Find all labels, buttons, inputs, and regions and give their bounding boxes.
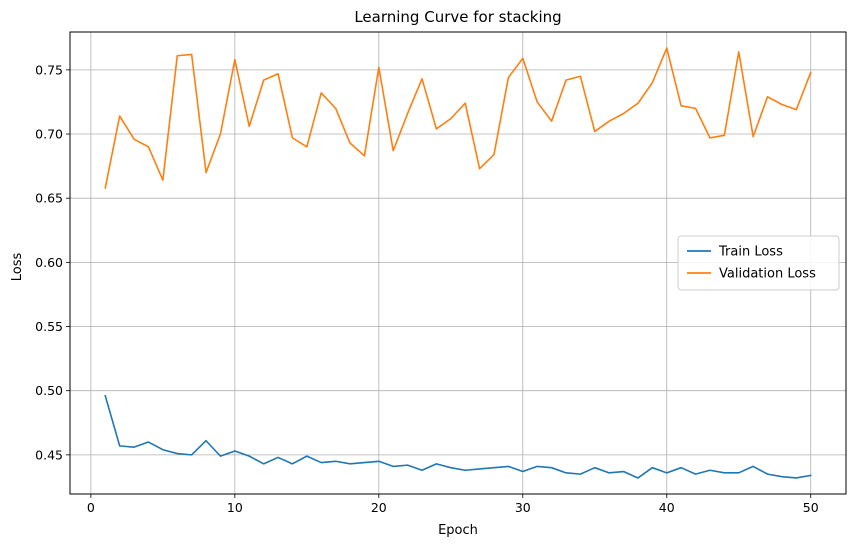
y-tick-label: 0.50	[35, 383, 63, 398]
y-tick-label: 0.65	[35, 191, 63, 206]
y-tick-label: 0.55	[35, 319, 63, 334]
y-tick-label: 0.75	[35, 62, 63, 77]
series-line-validation-loss	[104, 47, 812, 189]
y-tick-label: 0.45	[35, 447, 63, 462]
x-tick-label: 20	[371, 500, 387, 515]
x-axis-ticks: 0 10 20 30 40 50	[87, 494, 819, 515]
legend: Train Loss Validation Loss	[677, 235, 840, 291]
x-axis-label: Epoch	[438, 523, 478, 538]
y-axis-label: Loss	[10, 253, 25, 282]
x-tick-label: 30	[515, 500, 531, 515]
series-line-train-loss	[104, 394, 812, 479]
series-lines	[104, 47, 812, 479]
plot-frame	[69, 31, 847, 495]
legend-label: Validation Loss	[719, 267, 816, 282]
x-tick-label: 0	[87, 500, 95, 515]
y-tick-label: 0.60	[35, 255, 63, 270]
x-tick-label: 40	[659, 500, 675, 515]
x-tick-label: 10	[227, 500, 243, 515]
legend-box	[677, 235, 840, 291]
chart-title: Learning Curve for stacking	[354, 8, 561, 26]
legend-label: Train Loss	[718, 245, 783, 260]
y-axis-ticks: 0.45 0.50 0.55 0.60 0.65 0.70 0.75	[35, 62, 70, 462]
x-tick-label: 50	[803, 500, 819, 515]
y-tick-label: 0.70	[35, 127, 63, 142]
